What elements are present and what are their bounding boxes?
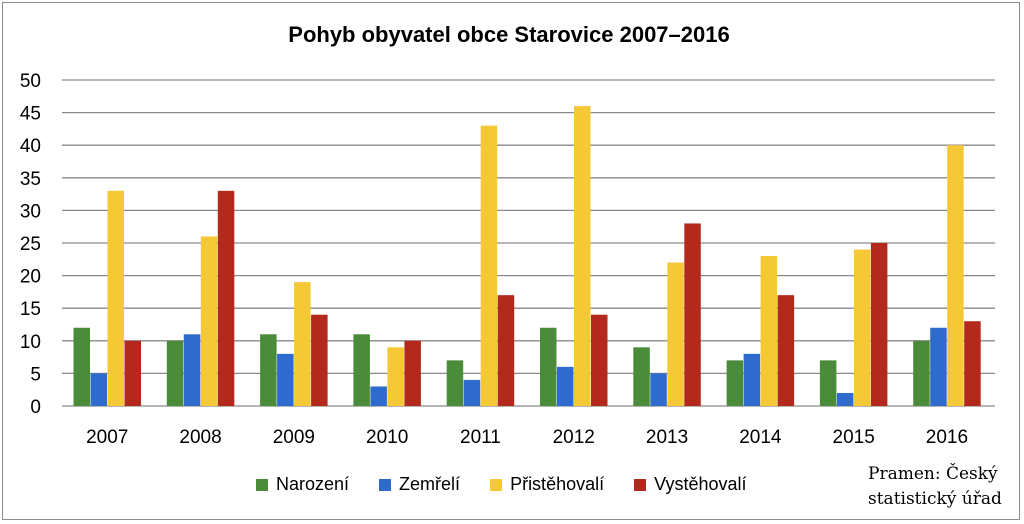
bar xyxy=(964,321,981,406)
bar xyxy=(836,392,854,406)
bar xyxy=(684,223,701,406)
y-tick-label: 30 xyxy=(20,201,41,222)
legend-swatch xyxy=(490,478,503,491)
bar xyxy=(591,314,608,406)
bar xyxy=(574,106,591,406)
bar xyxy=(260,334,277,406)
source-note: Pramen: Český statistický úřad xyxy=(868,462,1002,512)
legend-item: Narození xyxy=(256,474,349,495)
bar xyxy=(633,347,650,406)
legend-label: Narození xyxy=(276,474,350,494)
legend-swatch xyxy=(256,478,268,491)
y-tick-label: 50 xyxy=(20,71,41,92)
legend-item: Zemřelí xyxy=(379,474,460,495)
bar xyxy=(667,262,684,406)
bar xyxy=(853,249,871,406)
bar xyxy=(294,282,311,406)
bar xyxy=(217,190,235,406)
bar xyxy=(166,340,184,406)
y-tick-label: 20 xyxy=(20,267,41,288)
bar xyxy=(353,334,370,406)
bar xyxy=(819,360,837,406)
bar xyxy=(947,145,964,406)
bar xyxy=(480,125,498,406)
bar xyxy=(404,340,421,406)
bar xyxy=(743,353,761,406)
bar xyxy=(446,360,464,406)
bar xyxy=(311,314,328,406)
bar xyxy=(107,190,124,406)
y-tick-label: 25 xyxy=(20,234,41,255)
y-tick-label: 35 xyxy=(20,169,41,190)
bar xyxy=(870,243,888,406)
legend-item: Vystěhovalí xyxy=(634,474,747,495)
bar xyxy=(650,373,667,406)
bar xyxy=(90,373,107,406)
legend-label: Přistěhovalí xyxy=(510,474,605,494)
y-tick-label: 15 xyxy=(20,299,41,320)
bar xyxy=(913,340,930,406)
source-line-1: Pramen: Český xyxy=(868,464,998,484)
y-tick-label: 40 xyxy=(20,136,41,157)
legend: Narození Zemřelí Přistěhovalí Vystěhovalí xyxy=(256,474,777,495)
legend-swatch xyxy=(379,478,392,491)
source-line-2: statistický úřad xyxy=(868,489,1002,509)
bar xyxy=(183,334,201,406)
y-tick-label: 10 xyxy=(20,332,41,353)
y-tick-label: 0 xyxy=(30,397,41,418)
bar xyxy=(277,353,294,406)
x-tick-label: 2008 xyxy=(179,427,221,448)
bar xyxy=(540,327,557,406)
y-tick-label: 5 xyxy=(30,364,41,385)
bar xyxy=(557,366,574,406)
bar xyxy=(124,340,141,406)
y-tick-label: 45 xyxy=(20,104,41,125)
x-tick-label: 2015 xyxy=(833,427,875,448)
x-tick-label: 2009 xyxy=(273,427,315,448)
bar xyxy=(930,327,947,406)
x-tick-label: 2011 xyxy=(460,427,501,448)
bar xyxy=(200,236,218,406)
bar xyxy=(387,347,404,406)
bar xyxy=(760,256,778,406)
bar xyxy=(370,386,387,406)
x-tick-label: 2014 xyxy=(739,427,782,448)
x-tick-label: 2016 xyxy=(926,427,968,448)
chart-title: Pohyb obyvatel obce Starovice 2007–2016 xyxy=(288,22,730,47)
bar xyxy=(726,360,744,406)
x-tick-label: 2013 xyxy=(646,427,688,448)
legend-label: Zemřelí xyxy=(399,474,461,494)
x-tick-label: 2010 xyxy=(366,427,408,448)
legend-swatch xyxy=(634,478,647,491)
bar xyxy=(777,295,795,406)
bar xyxy=(497,295,515,406)
bar xyxy=(73,327,90,406)
legend-item: Přistěhovalí xyxy=(490,474,604,495)
x-tick-label: 2012 xyxy=(553,427,595,448)
legend-label: Vystěhovalí xyxy=(654,474,747,494)
x-tick-label: 2007 xyxy=(86,427,128,448)
bar xyxy=(463,379,481,406)
